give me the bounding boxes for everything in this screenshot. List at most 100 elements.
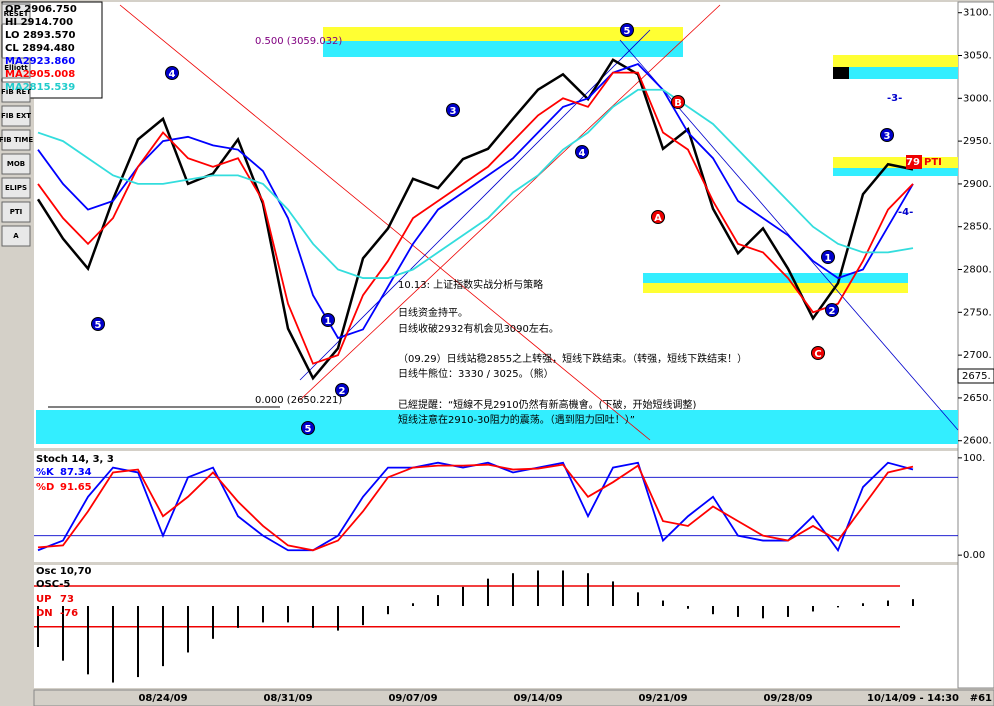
osc-bar [837,606,839,608]
annotation: -3- [887,93,902,104]
wave-marker [880,128,894,142]
annotation: 日线收破2932有机会见3090左右。 [398,322,559,335]
osc-bar [712,606,714,615]
tool-label[interactable]: ELIPS [5,184,27,192]
annotation: 短线注意在2910-30阻力的震荡。（遇到阻力回吐！）” [398,413,635,426]
osc-bar [512,573,514,606]
tool-button[interactable] [1,81,31,103]
tool-label[interactable]: MOB [7,160,25,168]
info-text: MA2905.008 [5,69,75,80]
tool-button[interactable] [1,153,31,175]
band [833,67,958,79]
wave-marker [575,145,589,159]
tool-button[interactable] [1,3,31,25]
wave-marker [335,383,349,397]
annotation: 日线资金持平。 [398,306,468,319]
osc-bar [362,606,364,626]
legend-value: -76 [60,608,78,619]
tool-button[interactable] [1,225,31,247]
osc-bar [587,573,589,606]
osc-bar [137,606,139,678]
wave-label: 5 [624,26,631,37]
tool-label[interactable]: RESET [4,10,29,18]
legend-name: UP [36,594,51,605]
osc-bar [237,606,239,628]
stoch-panel [34,451,958,562]
osc-bar [912,599,914,606]
osc-bar [437,595,439,606]
tool-button[interactable] [1,105,31,127]
band [643,273,908,283]
osc-bar [537,570,539,606]
x-tick-label: 09/07/09 [388,693,437,704]
annotation: PTI [924,157,942,168]
annotation: 0.500 (3059.032) [255,36,342,47]
price-marker: 2675. [962,371,991,382]
wave-marker [446,103,460,117]
series-line [37,463,914,552]
osc-bar [62,606,64,661]
wave-label: 5 [95,320,102,331]
wave-marker [620,23,634,37]
annotation: 已經提醒：“短線不見2910仍然有新高機會。(下破，开始短线调整) [398,398,697,411]
legend-value: 73 [60,594,74,605]
osc-bar [262,606,264,623]
wave-label: B [674,98,682,109]
tool-label[interactable]: FIB RET [1,88,31,96]
tool-label[interactable]: A [13,232,19,240]
osc-bar [212,606,214,639]
band [833,55,958,67]
price-marker-box [957,368,994,384]
osc-bar [687,606,689,609]
legend-name: DN [36,608,53,619]
x-tick-label: 08/31/09 [263,693,312,704]
y-tick-label: 2900. [963,179,992,190]
wave-label: 5 [305,424,312,435]
osc-bar [337,606,339,631]
series-line [37,88,914,279]
tool-button[interactable] [1,201,31,223]
tool-button[interactable] [1,129,31,151]
tool-label[interactable]: FIB EXT [1,112,31,120]
annotation: -4- [898,207,913,218]
series-line [37,63,914,340]
osc-bar [737,606,739,617]
wave-label: 2 [339,386,346,397]
y-tick-label: 3000. [963,93,992,104]
info-text: HI 2914.700 [5,17,73,28]
y-tick-label: 100. [963,453,985,464]
panel-subtitle: OSC-5 [36,579,70,590]
band [36,410,958,444]
legend-name: %K [36,467,55,478]
info-text: MA2923.860 [5,56,75,67]
trend-line [299,4,721,401]
y-tick-label: 2700. [963,350,992,361]
y-tick-label: 2650. [963,393,992,404]
band [643,283,908,293]
osc-bar [562,570,564,606]
tool-label[interactable]: FIB TIME [0,136,33,144]
x-tick-label: 08/24/09 [138,693,187,704]
annotation: 0.000 (2650.221) [255,395,342,406]
tool-label[interactable]: Elliott [4,64,28,72]
wave-label: 4 [579,148,586,159]
tool-button[interactable] [1,57,31,79]
series-line [36,58,914,381]
info-text: MA2815.539 [5,82,75,93]
annotation: 79 [906,157,920,168]
wave-marker [301,421,315,435]
tool-label[interactable]: PTI [10,208,23,216]
info-text: CL 2894.480 [5,43,75,54]
y-tick-label: 3100. [963,8,992,19]
tool-button[interactable] [1,177,31,199]
osc-bar [37,606,39,647]
osc-bar [287,606,289,623]
osc-bar [462,586,464,606]
band [323,27,683,41]
osc-bar [637,592,639,606]
panel-title: Stoch 14, 3, 3 [36,454,114,465]
band-marker [833,67,849,79]
y-tick-label: 3050. [963,51,992,62]
